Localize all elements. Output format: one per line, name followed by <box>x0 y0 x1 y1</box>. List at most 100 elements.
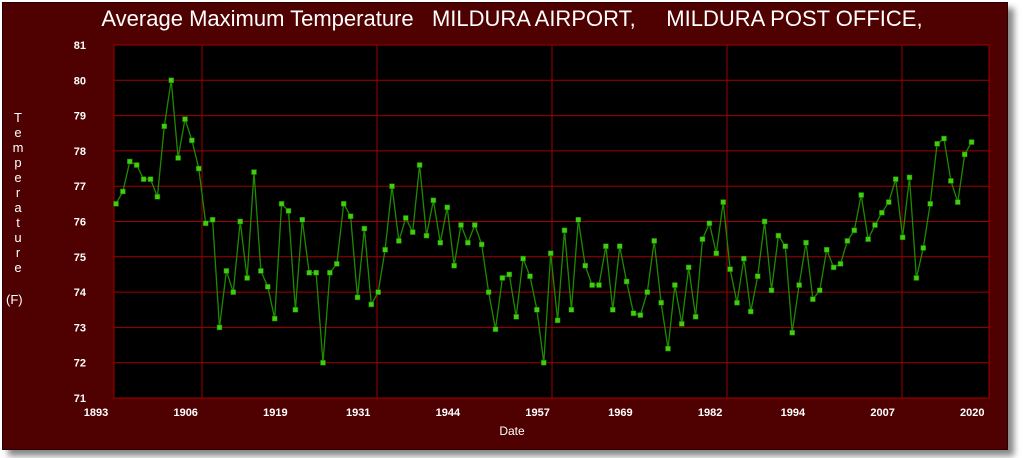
y-tick-label: 80 <box>74 75 86 87</box>
data-point <box>485 289 492 295</box>
data-point <box>520 255 526 262</box>
data-point <box>941 135 947 142</box>
data-point <box>127 158 133 165</box>
data-point <box>285 208 292 214</box>
data-point <box>851 227 858 234</box>
data-point <box>685 264 692 271</box>
data-point <box>865 236 871 242</box>
data-point <box>140 176 147 182</box>
plot-border <box>113 44 990 399</box>
data-point <box>968 139 975 145</box>
data-point <box>237 218 243 225</box>
data-point <box>554 317 561 324</box>
data-point <box>637 312 644 318</box>
data-point <box>692 314 699 320</box>
data-point <box>499 275 506 281</box>
y-axis-label-letter: a <box>14 200 22 215</box>
data-point <box>727 266 733 272</box>
data-point <box>416 162 423 168</box>
data-point <box>961 151 968 158</box>
x-tick-label: 1994 <box>781 407 806 419</box>
x-tick-label: 2020 <box>960 407 984 419</box>
data-point <box>796 282 802 288</box>
data-point <box>547 250 554 257</box>
data-point <box>368 301 375 308</box>
data-point <box>347 213 354 219</box>
x-tick-label: 2007 <box>870 407 894 419</box>
data-point <box>458 222 464 228</box>
data-point <box>775 232 782 239</box>
data-point <box>837 261 844 267</box>
x-tick-label: 1957 <box>525 407 549 419</box>
data-point <box>603 243 609 249</box>
data-point <box>955 199 961 205</box>
data-point <box>340 201 347 207</box>
data-point <box>651 238 657 244</box>
data-point <box>409 229 416 235</box>
data-point <box>202 220 209 227</box>
y-axis-label-letter: T <box>14 110 22 125</box>
data-point <box>823 246 830 253</box>
data-point <box>879 209 885 216</box>
data-point <box>244 275 250 281</box>
data-point <box>741 255 747 262</box>
y-axis-label-letter: r <box>15 245 21 260</box>
data-point <box>478 241 485 248</box>
y-axis-label-letter: r <box>15 185 21 200</box>
data-point <box>230 289 237 295</box>
data-point <box>161 123 168 129</box>
data-point <box>713 250 720 257</box>
data-point <box>430 197 437 204</box>
y-tick-label: 78 <box>74 146 86 158</box>
data-point <box>754 273 761 279</box>
y-tick-label: 71 <box>74 393 86 405</box>
y-axis-label-letter: m <box>12 140 24 155</box>
data-point <box>913 275 920 281</box>
data-point <box>113 201 119 207</box>
data-point <box>575 216 582 223</box>
data-point <box>265 284 271 290</box>
data-point <box>589 282 595 288</box>
data-point <box>596 282 602 288</box>
data-point <box>182 116 188 122</box>
data-point <box>154 194 161 200</box>
data-point <box>389 183 395 189</box>
data-point <box>251 169 257 175</box>
data-point <box>568 307 575 313</box>
x-tick-label: 1944 <box>436 407 461 419</box>
data-point <box>561 227 568 234</box>
data-point <box>872 222 878 228</box>
data-point <box>720 199 726 205</box>
data-point <box>748 308 754 315</box>
x-tick-label: 1919 <box>263 407 287 419</box>
y-tick-label: 75 <box>74 252 86 264</box>
data-point <box>168 77 174 84</box>
y-axis-label-letter: e <box>14 260 22 275</box>
data-point <box>527 273 533 279</box>
x-tick-label: 1931 <box>346 407 370 419</box>
data-point <box>534 307 540 313</box>
y-tick-label: 74 <box>74 287 87 299</box>
y-tick-label: 79 <box>74 111 86 123</box>
data-point <box>313 269 319 276</box>
data-point <box>375 289 381 295</box>
data-point <box>278 201 285 207</box>
data-point <box>761 218 768 225</box>
data-point <box>803 239 809 246</box>
chart-title: Average Maximum Temperature MILDURA AIRP… <box>101 6 923 31</box>
data-point <box>258 268 264 274</box>
data-point <box>334 261 340 267</box>
data-point <box>810 296 816 302</box>
data-point <box>423 232 430 239</box>
data-point <box>437 239 444 246</box>
data-point <box>734 299 740 306</box>
y-axis-label-letter: t <box>16 215 20 230</box>
data-point <box>672 282 678 288</box>
data-point <box>541 359 547 366</box>
data-point <box>644 289 651 295</box>
y-tick-label: 81 <box>74 40 86 52</box>
data-point <box>858 192 864 198</box>
data-point <box>679 321 685 327</box>
data-point <box>216 324 223 331</box>
